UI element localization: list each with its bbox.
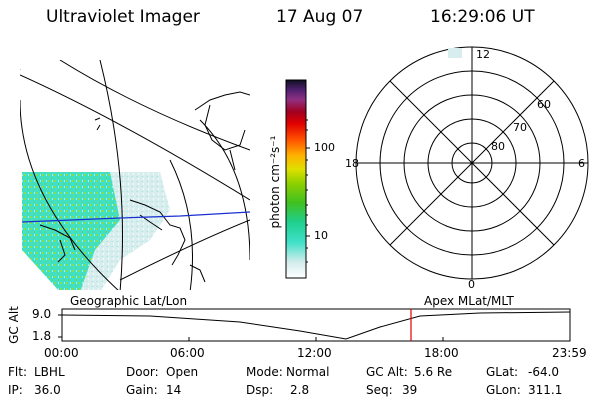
status-mode-label: Mode: [246,365,283,379]
status-seq-value: 39 [402,383,418,397]
lat-label-80: 80 [491,140,505,153]
lat-label-70: 70 [513,121,527,134]
time-tick-2359: 23:59 [552,346,587,360]
geographic-caption: Geographic Lat/Lon [70,294,188,308]
status-gain-label: Gain: [126,383,158,397]
altitude-curve [61,311,571,340]
altitude-tick-1-8: 1.8 [32,329,52,343]
status-dsp-value: 2.8 [290,383,310,397]
status-gcalt-value: 5.6 Re [414,365,453,379]
blue-lat-line [21,211,250,223]
time-tick-1800: 18:00 [424,346,459,360]
colorbar-tick-100: 100 [314,141,335,154]
status-mode-value: Normal [286,365,330,379]
status-dsp-label: Dsp: [246,383,274,397]
colorbar-tick-10: 10 [314,229,328,242]
status-flt-label: Flt: [8,365,27,379]
apex-caption: Apex MLat/MLT [424,294,514,308]
status-gcalt-label: GC Alt: [366,365,408,379]
polar-noon-emission [448,48,462,58]
status-door-label: Door: [126,365,159,379]
status-glat-label: GLat: [486,365,519,379]
lat-label-60: 60 [537,98,551,111]
time-tick-1200: 12:00 [297,346,332,360]
uv-swath-faint [80,172,170,290]
time-label: 16:29:06 UT [430,7,535,27]
status-ip-label: IP: [8,383,23,397]
colorbar-unit-label: photon cm⁻²s⁻¹ [268,135,282,229]
date-label: 17 Aug 07 [276,7,364,27]
status-ip-value: 36.0 [34,383,61,397]
mlt-label-18: 18 [345,157,359,170]
altitude-plot [58,308,571,342]
time-tick-0000: 00:00 [44,346,79,360]
geographic-map [20,60,250,290]
polar-plot [355,46,589,280]
status-door-value: Open [166,365,199,379]
mlt-label-6: 6 [578,157,585,170]
colorbar-ticks [306,119,310,263]
altitude-tick-9: 9.0 [32,307,52,321]
status-gain-value: 14 [166,383,182,397]
mlt-label-12: 12 [476,48,490,61]
status-glon-value: 311.1 [528,383,563,397]
status-flt-value: LBHL [34,365,65,379]
altitude-axis-title: GC Alt [7,306,21,344]
status-seq-label: Seq: [366,383,393,397]
status-glon-label: GLon: [486,383,521,397]
colorbar [285,79,307,279]
instrument-title: Ultraviolet Imager [46,7,200,27]
status-glat-value: -64.0 [528,365,560,379]
time-tick-0600: 06:00 [170,346,205,360]
mlt-label-0: 0 [468,278,475,291]
